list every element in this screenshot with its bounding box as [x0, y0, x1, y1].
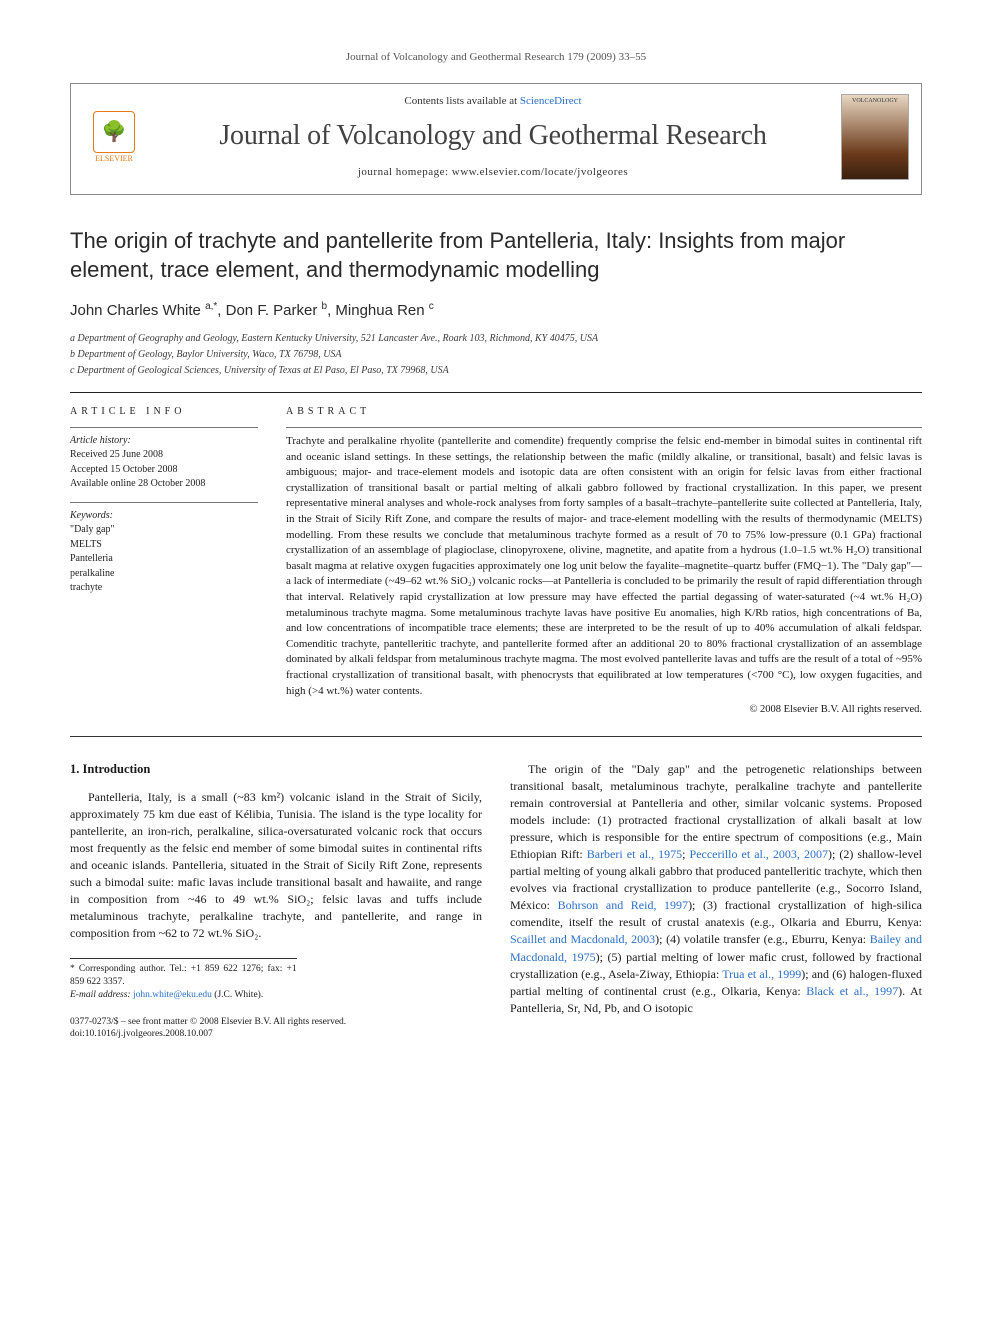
- article-info-column: ARTICLE INFO Article history: Received 2…: [70, 405, 258, 718]
- author-list: John Charles White a,*, Don F. Parker b,…: [70, 300, 922, 321]
- history-title: Article history:: [70, 434, 258, 449]
- affiliation-a: a Department of Geography and Geology, E…: [70, 331, 922, 346]
- affiliation-b: b Department of Geology, Baylor Universi…: [70, 347, 922, 362]
- article-info-heading: ARTICLE INFO: [70, 405, 258, 419]
- affiliations: a Department of Geography and Geology, E…: [70, 331, 922, 378]
- section-1-heading: 1. Introduction: [70, 761, 482, 779]
- doi-line: doi:10.1016/j.jvolgeores.2008.10.007: [70, 1028, 482, 1041]
- abstract-copyright: © 2008 Elsevier B.V. All rights reserved…: [286, 703, 922, 718]
- contents-available: Contents lists available at ScienceDirec…: [159, 94, 827, 109]
- publisher-name: ELSEVIER: [95, 153, 133, 164]
- cover-label: VOLCANOLOGY: [852, 97, 898, 105]
- intro-para-2: The origin of the "Daly gap" and the pet…: [510, 761, 922, 1016]
- history-accepted: Accepted 15 October 2008: [70, 463, 258, 478]
- journal-cover-thumb: VOLCANOLOGY: [841, 94, 909, 180]
- history-online: Available online 28 October 2008: [70, 477, 258, 492]
- running-head: Journal of Volcanology and Geothermal Re…: [70, 50, 922, 65]
- email-suffix: (J.C. White).: [212, 990, 263, 1000]
- corresponding-author-footnote: * Corresponding author. Tel.: +1 859 622…: [70, 958, 297, 1001]
- doi-block: 0377-0273/$ – see front matter © 2008 El…: [70, 1016, 482, 1042]
- journal-name: Journal of Volcanology and Geothermal Re…: [159, 116, 827, 155]
- article-title: The origin of trachyte and pantellerite …: [70, 227, 922, 283]
- sciencedirect-link[interactable]: ScienceDirect: [520, 95, 582, 107]
- keyword: MELTS: [70, 538, 258, 553]
- abstract-text: Trachyte and peralkaline rhyolite (pante…: [286, 434, 922, 699]
- history-received: Received 25 June 2008: [70, 448, 258, 463]
- elsevier-logo: 🌳 ELSEVIER: [83, 101, 145, 173]
- keywords-title: Keywords:: [70, 509, 258, 524]
- keyword: "Daly gap": [70, 523, 258, 538]
- corr-author-line: * Corresponding author. Tel.: +1 859 622…: [70, 963, 297, 989]
- contents-prefix: Contents lists available at: [404, 95, 519, 107]
- journal-homepage: journal homepage: www.elsevier.com/locat…: [159, 165, 827, 180]
- column-left: 1. Introduction Pantelleria, Italy, is a…: [70, 761, 482, 1041]
- front-matter-line: 0377-0273/$ – see front matter © 2008 El…: [70, 1016, 482, 1029]
- corr-email-link[interactable]: john.white@eku.edu: [133, 990, 212, 1000]
- column-right: The origin of the "Daly gap" and the pet…: [510, 761, 922, 1041]
- affiliation-c: c Department of Geological Sciences, Uni…: [70, 363, 922, 378]
- keyword: peralkaline: [70, 567, 258, 582]
- intro-para-1: Pantelleria, Italy, is a small (~83 km²)…: [70, 789, 482, 942]
- journal-header: 🌳 ELSEVIER Contents lists available at S…: [70, 83, 922, 195]
- abstract-heading: ABSTRACT: [286, 405, 922, 419]
- email-label: E-mail address:: [70, 990, 133, 1000]
- abstract-column: ABSTRACT Trachyte and peralkaline rhyoli…: [286, 405, 922, 718]
- keyword: Pantelleria: [70, 552, 258, 567]
- keyword: trachyte: [70, 581, 258, 596]
- body-columns: 1. Introduction Pantelleria, Italy, is a…: [70, 761, 922, 1041]
